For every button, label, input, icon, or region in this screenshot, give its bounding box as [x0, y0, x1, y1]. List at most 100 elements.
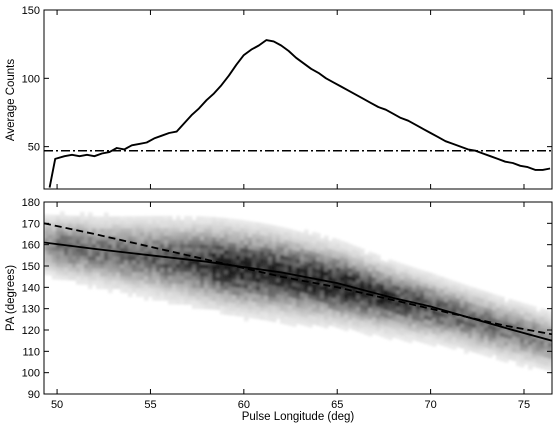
density-cell [300, 284, 305, 290]
density-cell [228, 298, 233, 304]
density-cell [112, 244, 117, 249]
density-cell [72, 215, 77, 221]
density-cell [232, 303, 237, 308]
density-cell [432, 294, 437, 299]
density-cell [52, 226, 57, 232]
density-cell [152, 224, 157, 229]
density-cell [468, 298, 473, 304]
density-cell [420, 314, 425, 319]
density-cell [60, 259, 65, 264]
density-cell [144, 264, 149, 269]
density-cell [300, 256, 305, 262]
density-cell [44, 246, 49, 252]
density-cell [492, 302, 497, 307]
density-cell [376, 278, 381, 284]
density-cell [96, 276, 101, 281]
density-cell [288, 313, 293, 318]
density-cell [196, 244, 201, 249]
density-cell [412, 327, 417, 333]
bottom-y-tick-label: 90 [28, 389, 40, 401]
density-cell [192, 248, 197, 253]
density-cell [156, 296, 161, 301]
density-cell [204, 268, 209, 274]
density-cell [424, 283, 429, 289]
density-cell [324, 307, 329, 313]
density-cell [392, 297, 397, 302]
density-cell [240, 288, 245, 293]
density-cell [296, 303, 301, 308]
density-cell [252, 237, 257, 243]
density-cell [548, 334, 552, 340]
density-cell [92, 260, 97, 265]
density-cell [260, 279, 265, 284]
density-cell [72, 227, 77, 233]
density-cell [444, 278, 449, 283]
density-cell [280, 287, 285, 292]
density-cell [200, 224, 205, 229]
density-cell [156, 272, 161, 277]
density-cell [320, 286, 325, 291]
density-cell [64, 271, 69, 277]
density-cell [448, 287, 453, 293]
density-cell [484, 331, 489, 337]
density-cell [364, 318, 369, 323]
density-cell [540, 328, 545, 334]
density-cell [84, 244, 89, 249]
density-cell [204, 216, 209, 222]
density-cell [56, 267, 61, 272]
density-cell [308, 310, 313, 316]
density-cell [516, 353, 521, 359]
density-cell [312, 256, 317, 261]
density-cell [236, 251, 241, 257]
density-cell [548, 354, 552, 360]
density-cell [300, 292, 305, 298]
density-cell [484, 351, 489, 357]
density-cell [200, 248, 205, 253]
density-cell [196, 284, 201, 289]
density-cell [240, 260, 245, 265]
density-cell [148, 244, 153, 249]
density-cell [152, 252, 157, 257]
density-cell [220, 277, 225, 283]
density-cell [180, 268, 185, 273]
density-cell [208, 256, 213, 262]
density-cell [68, 255, 73, 261]
density-cell [92, 236, 97, 241]
density-cell [428, 316, 433, 322]
density-cell [344, 250, 349, 255]
density-cell [160, 272, 165, 277]
density-cell [488, 313, 493, 318]
density-cell [68, 239, 73, 245]
density-cell [312, 264, 317, 269]
density-cell [456, 334, 461, 340]
density-cell [340, 244, 345, 250]
density-cell [448, 315, 453, 321]
density-cell [64, 247, 69, 253]
density-cell [224, 238, 229, 243]
density-cell [268, 292, 273, 298]
density-cell [80, 228, 85, 233]
density-cell [304, 297, 309, 303]
density-cell [536, 347, 541, 352]
density-cell [264, 299, 269, 305]
density-cell [360, 256, 365, 262]
top-plot-frame [43, 9, 553, 190]
density-cell [200, 280, 205, 285]
density-cell [316, 289, 321, 294]
density-cell [152, 276, 157, 281]
density-cell [64, 235, 69, 241]
density-cell [352, 273, 357, 279]
density-cell [68, 267, 73, 273]
average-counts-line [48, 39, 551, 188]
density-cell [328, 292, 333, 298]
density-cell [296, 239, 301, 244]
density-cell [148, 240, 153, 245]
density-cell [532, 314, 537, 319]
density-cell [140, 276, 145, 281]
density-cell [72, 235, 77, 241]
density-cell [516, 349, 521, 355]
density-cell [480, 310, 485, 315]
density-cell [196, 272, 201, 277]
density-cell [320, 246, 325, 251]
density-cell [392, 285, 397, 290]
